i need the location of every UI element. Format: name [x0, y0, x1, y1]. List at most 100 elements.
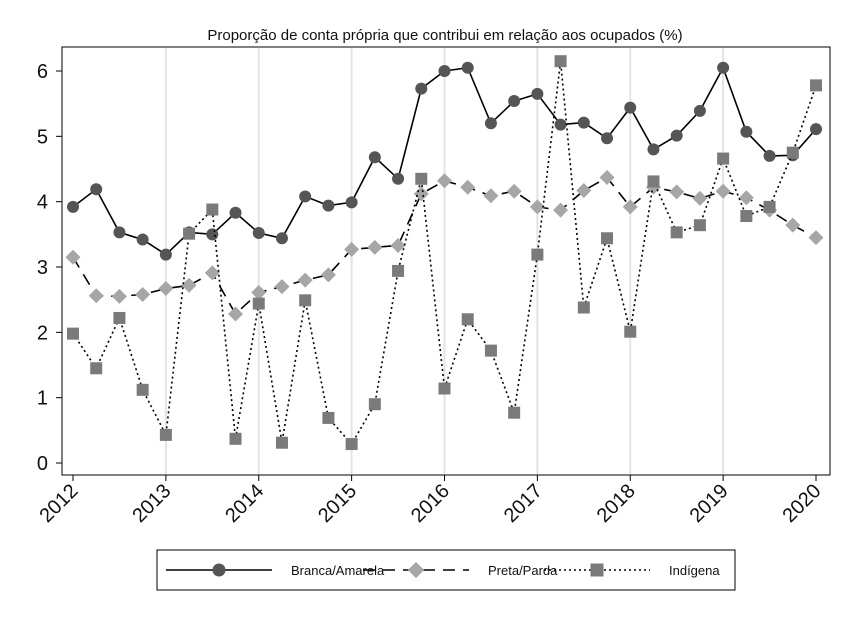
data-point: [67, 200, 79, 213]
data-point: [320, 267, 336, 283]
data-point: [181, 277, 197, 293]
data-point: [135, 286, 151, 302]
data-point: [228, 306, 244, 322]
data-point: [740, 125, 753, 138]
data-point: [484, 344, 497, 357]
grid: [164, 48, 725, 474]
x-tick-label: 2012: [36, 480, 83, 527]
data-point: [601, 132, 614, 145]
data-point: [274, 279, 290, 295]
data-point: [670, 129, 683, 142]
data-point: [506, 183, 522, 199]
data-point: [738, 190, 754, 206]
data-point: [407, 561, 425, 579]
data-point: [212, 563, 226, 577]
data-point: [159, 248, 172, 261]
data-point: [275, 436, 288, 449]
data-point: [669, 184, 685, 200]
data-point: [322, 199, 335, 212]
legend-label: Branca/Amarela: [291, 563, 385, 578]
data-point: [484, 117, 497, 130]
data-point: [252, 227, 265, 240]
data-point: [599, 169, 615, 185]
data-point: [229, 432, 242, 445]
data-point: [88, 288, 104, 304]
data-point: [413, 186, 429, 202]
data-point: [368, 398, 381, 411]
data-point: [136, 233, 149, 246]
data-point: [136, 383, 149, 396]
data-point: [576, 183, 592, 199]
data-point: [624, 325, 637, 338]
data-point: [206, 203, 219, 216]
y-tick-label: 5: [37, 126, 48, 148]
data-point: [601, 232, 614, 245]
data-point: [183, 227, 196, 240]
data-point: [590, 563, 604, 577]
data-point: [229, 206, 242, 219]
data-point: [763, 200, 776, 213]
y-tick-label: 3: [37, 257, 48, 279]
data-point: [508, 95, 521, 108]
x-tick-label: 2016: [407, 480, 454, 527]
data-point: [577, 301, 590, 314]
data-point: [715, 183, 731, 199]
data-point: [461, 313, 474, 326]
data-point: [785, 217, 801, 233]
axes: 0 1 2 3 4 5 6 2012 2013 2014 2015 2016 2017 2018 2019 2…: [36, 61, 826, 527]
x-tick-label: 2017: [500, 480, 547, 527]
x-tick-label: 2013: [128, 480, 175, 527]
data-point: [415, 172, 428, 185]
data-point: [438, 65, 451, 77]
data-point: [531, 248, 544, 261]
data-point: [111, 288, 127, 304]
data-point: [529, 199, 545, 215]
x-tick-label: 2018: [593, 480, 640, 527]
data-point: [740, 210, 753, 223]
data-point: [67, 327, 79, 340]
data-point: [415, 82, 428, 95]
data-point: [763, 149, 776, 162]
data-point: [692, 190, 708, 206]
legend-label: Indígena: [669, 563, 720, 578]
data-point: [810, 123, 822, 136]
data-point: [647, 143, 660, 156]
data-point: [554, 118, 567, 131]
data-point: [392, 172, 405, 185]
data-point: [367, 239, 383, 255]
data-point: [344, 241, 360, 257]
chart-title: Proporção de conta própria que contribui…: [207, 27, 682, 44]
data-point: [438, 382, 451, 395]
data-point: [624, 101, 637, 114]
data-point: [670, 226, 683, 239]
data-point: [65, 249, 81, 265]
x-tick-label: 2020: [779, 480, 826, 527]
data-point: [717, 152, 730, 165]
data-point: [460, 179, 476, 195]
x-tick-label: 2019: [686, 480, 733, 527]
y-tick-label: 1: [37, 388, 48, 410]
data-point: [622, 199, 638, 215]
data-point: [693, 219, 706, 232]
data-point: [554, 55, 567, 68]
data-point: [368, 151, 381, 164]
data-point: [717, 61, 730, 74]
data-point: [345, 196, 358, 209]
series-layer: [65, 55, 824, 451]
y-tick-label: 2: [37, 322, 48, 344]
data-point: [810, 79, 822, 92]
legend-label: Preta/Parda: [488, 563, 558, 578]
data-point: [577, 116, 590, 129]
x-tick-label: 2014: [221, 480, 268, 527]
data-point: [90, 183, 103, 196]
data-point: [508, 406, 521, 419]
data-point: [252, 297, 265, 310]
data-point: [90, 362, 103, 375]
data-point: [693, 104, 706, 117]
data-point: [786, 146, 799, 159]
data-point: [531, 87, 544, 100]
x-tick-label: 2015: [314, 480, 361, 527]
data-point: [159, 428, 172, 441]
data-point: [275, 232, 288, 245]
